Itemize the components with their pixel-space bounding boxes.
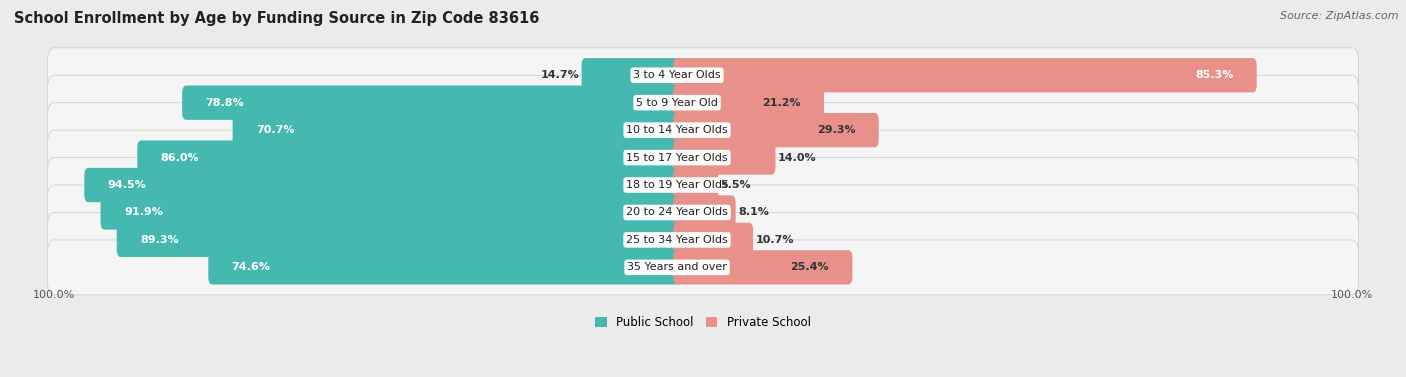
FancyBboxPatch shape xyxy=(100,195,681,230)
Text: 3 to 4 Year Olds: 3 to 4 Year Olds xyxy=(633,70,721,80)
FancyBboxPatch shape xyxy=(673,113,879,147)
Text: 8.1%: 8.1% xyxy=(738,207,769,218)
Text: 21.2%: 21.2% xyxy=(762,98,800,108)
Text: 35 Years and over: 35 Years and over xyxy=(627,262,727,272)
Text: 29.3%: 29.3% xyxy=(817,125,855,135)
Text: Source: ZipAtlas.com: Source: ZipAtlas.com xyxy=(1281,11,1399,21)
FancyBboxPatch shape xyxy=(48,213,1358,267)
Text: 5 to 9 Year Old: 5 to 9 Year Old xyxy=(636,98,718,108)
Text: 85.3%: 85.3% xyxy=(1195,70,1233,80)
Text: 94.5%: 94.5% xyxy=(108,180,146,190)
Text: 25 to 34 Year Olds: 25 to 34 Year Olds xyxy=(626,235,728,245)
Text: 14.0%: 14.0% xyxy=(778,153,817,162)
FancyBboxPatch shape xyxy=(673,223,754,257)
Text: 20 to 24 Year Olds: 20 to 24 Year Olds xyxy=(626,207,728,218)
Text: 5.5%: 5.5% xyxy=(721,180,751,190)
Text: 14.7%: 14.7% xyxy=(540,70,579,80)
FancyBboxPatch shape xyxy=(183,86,681,120)
Text: 25.4%: 25.4% xyxy=(790,262,830,272)
FancyBboxPatch shape xyxy=(48,48,1358,103)
FancyBboxPatch shape xyxy=(48,185,1358,240)
FancyBboxPatch shape xyxy=(48,130,1358,185)
Legend: Public School, Private School: Public School, Private School xyxy=(595,316,811,329)
FancyBboxPatch shape xyxy=(232,113,681,147)
FancyBboxPatch shape xyxy=(138,140,681,175)
FancyBboxPatch shape xyxy=(48,103,1358,158)
FancyBboxPatch shape xyxy=(673,58,1257,92)
FancyBboxPatch shape xyxy=(48,75,1358,130)
FancyBboxPatch shape xyxy=(673,168,718,202)
FancyBboxPatch shape xyxy=(582,58,681,92)
FancyBboxPatch shape xyxy=(208,250,681,285)
Text: 10 to 14 Year Olds: 10 to 14 Year Olds xyxy=(626,125,728,135)
Text: 15 to 17 Year Olds: 15 to 17 Year Olds xyxy=(626,153,728,162)
Text: 74.6%: 74.6% xyxy=(232,262,270,272)
FancyBboxPatch shape xyxy=(673,140,776,175)
Text: 18 to 19 Year Olds: 18 to 19 Year Olds xyxy=(626,180,728,190)
Text: 89.3%: 89.3% xyxy=(141,235,179,245)
FancyBboxPatch shape xyxy=(673,250,852,285)
Text: 86.0%: 86.0% xyxy=(160,153,200,162)
Text: 78.8%: 78.8% xyxy=(205,98,245,108)
FancyBboxPatch shape xyxy=(673,195,735,230)
Text: School Enrollment by Age by Funding Source in Zip Code 83616: School Enrollment by Age by Funding Sour… xyxy=(14,11,540,26)
FancyBboxPatch shape xyxy=(117,223,681,257)
FancyBboxPatch shape xyxy=(673,86,824,120)
Text: 70.7%: 70.7% xyxy=(256,125,294,135)
Text: 91.9%: 91.9% xyxy=(124,207,163,218)
FancyBboxPatch shape xyxy=(84,168,681,202)
FancyBboxPatch shape xyxy=(48,158,1358,213)
FancyBboxPatch shape xyxy=(48,240,1358,295)
Text: 10.7%: 10.7% xyxy=(756,235,794,245)
